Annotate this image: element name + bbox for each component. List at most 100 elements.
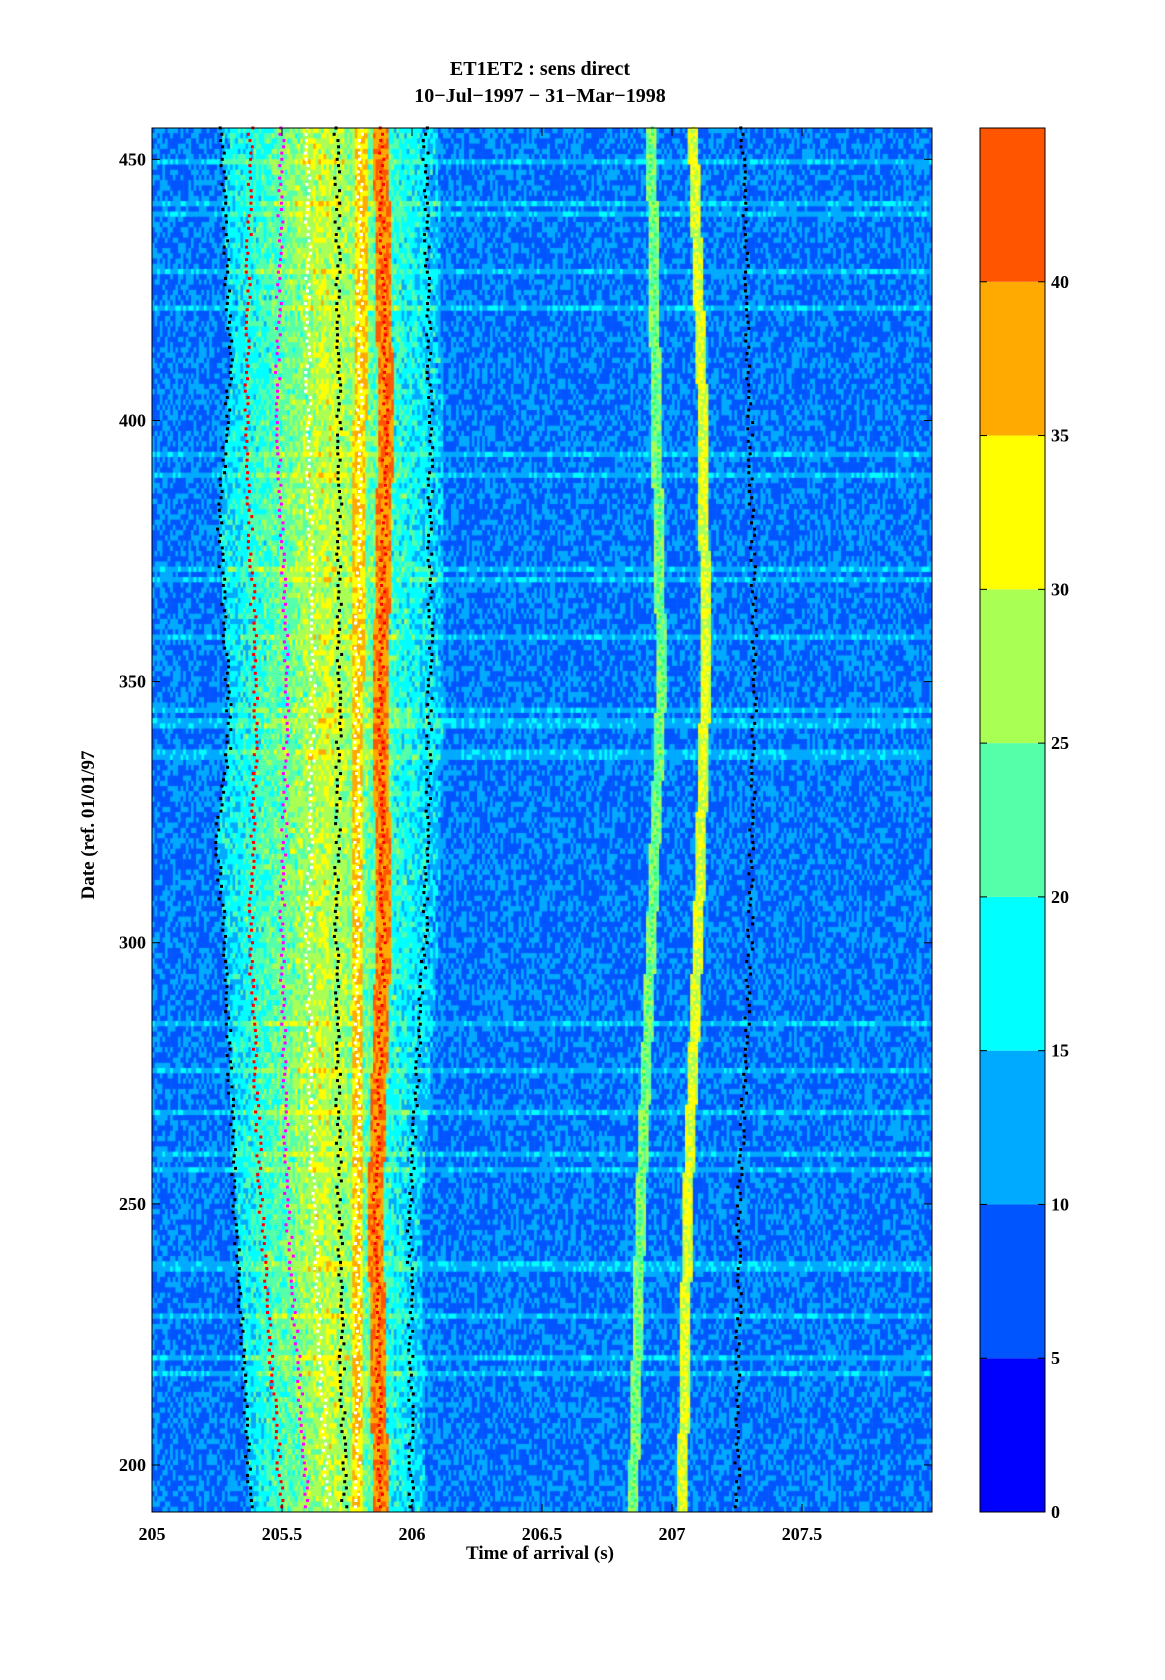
track-point: [337, 1229, 341, 1233]
track-point: [309, 678, 313, 682]
track-point: [358, 1248, 362, 1252]
track-point: [337, 170, 341, 174]
track-point: [275, 1461, 279, 1465]
track-point: [382, 226, 386, 230]
track-point: [430, 640, 434, 644]
track-point: [336, 471, 340, 475]
track-point: [335, 916, 339, 920]
track-point: [679, 1473, 683, 1477]
track-point: [745, 301, 749, 305]
track-point: [306, 1060, 310, 1064]
track-point: [358, 1104, 362, 1108]
track-point: [328, 1505, 332, 1509]
track-point: [686, 1173, 690, 1177]
track-point: [270, 1379, 274, 1383]
track-point: [275, 421, 279, 425]
track-point: [690, 1148, 694, 1152]
track-point: [335, 339, 339, 343]
track-point: [310, 834, 314, 838]
track-point: [308, 1010, 312, 1014]
track-point: [220, 602, 224, 606]
track-point: [383, 477, 387, 481]
track-point: [293, 1342, 297, 1346]
track-point: [739, 1198, 743, 1202]
track-point: [246, 132, 250, 136]
track-point: [407, 1461, 411, 1465]
track-point: [353, 840, 357, 844]
track-point: [743, 276, 747, 280]
track-point: [276, 270, 280, 274]
track-point: [356, 421, 360, 425]
track-point: [281, 609, 285, 613]
track-point: [306, 364, 310, 368]
track-point: [306, 264, 310, 268]
track-point: [380, 1060, 384, 1064]
track-point: [753, 703, 757, 707]
track-point: [685, 1348, 689, 1352]
track-point: [354, 1298, 358, 1302]
track-point: [255, 696, 259, 700]
track-point: [285, 1179, 289, 1183]
track-point: [319, 1304, 323, 1308]
track-point: [341, 1323, 345, 1327]
track-point: [310, 615, 314, 619]
track-point: [338, 189, 342, 193]
track-point: [381, 245, 385, 249]
track-point: [736, 1204, 740, 1208]
track-point: [252, 1016, 256, 1020]
track-point: [426, 690, 430, 694]
track-point: [751, 916, 755, 920]
track-point: [357, 377, 361, 381]
track-point: [353, 966, 357, 970]
track-point: [357, 1386, 361, 1390]
track-point: [737, 1455, 741, 1459]
track-point: [228, 1041, 232, 1045]
track-point: [340, 502, 344, 506]
track-point: [427, 283, 431, 287]
track-point: [311, 840, 315, 844]
track-point: [242, 1411, 246, 1415]
track-point: [337, 985, 341, 989]
track-point: [225, 1003, 229, 1007]
track-point: [280, 1022, 284, 1026]
track-point: [747, 389, 751, 393]
track-point: [338, 772, 342, 776]
track-point: [222, 226, 226, 230]
track-point: [252, 652, 256, 656]
track-point: [308, 1110, 312, 1114]
track-point: [645, 991, 649, 995]
track-point: [407, 1379, 411, 1383]
track-point: [694, 947, 698, 951]
track-point: [685, 1336, 689, 1340]
track-point: [310, 609, 314, 613]
track-point: [382, 320, 386, 324]
track-point: [337, 295, 341, 299]
track-point: [737, 1486, 741, 1490]
track-point: [274, 1405, 278, 1409]
track-point: [697, 878, 701, 882]
x-tick-label: 205.5: [262, 1524, 303, 1544]
track-point: [426, 345, 430, 349]
track-point: [426, 684, 430, 688]
track-point: [658, 508, 662, 512]
track-point: [268, 1361, 272, 1365]
track-point: [246, 289, 250, 293]
track-point: [313, 1235, 317, 1239]
track-point: [360, 132, 364, 136]
track-point: [334, 840, 338, 844]
track-point: [358, 157, 362, 161]
track-point: [380, 164, 384, 168]
track-point: [306, 941, 310, 945]
track-point: [638, 1279, 642, 1283]
track-point: [360, 301, 364, 305]
track-point: [683, 1386, 687, 1390]
track-point: [430, 464, 434, 468]
track-point: [357, 1129, 361, 1133]
track-point: [338, 496, 342, 500]
track-point: [381, 815, 385, 819]
track-point: [424, 132, 428, 136]
track-point: [749, 765, 753, 769]
track-point: [735, 1235, 739, 1239]
track-point: [631, 1392, 635, 1396]
track-point: [359, 389, 363, 393]
